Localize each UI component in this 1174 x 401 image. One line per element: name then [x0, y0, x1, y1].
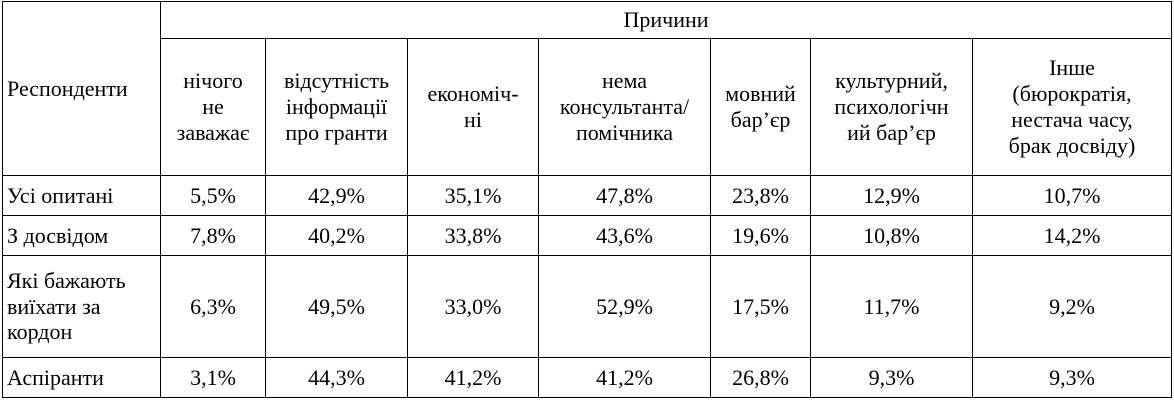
row-label: Які бажають виїхати за кордон: [2, 255, 161, 358]
cell: 3,1%: [160, 357, 266, 398]
data-row: Аспіранти 3,1% 44,3% 41,2% 41,2% 26,8% 9,3% 9,3…: [2, 357, 1173, 398]
cell: 44,3%: [265, 357, 408, 398]
column-header: нічого не заважає: [160, 38, 266, 176]
cell: 35,1%: [407, 175, 539, 216]
column-header: культурний, психологічн ий бар’єр: [810, 38, 973, 176]
cell: 23,8%: [710, 175, 811, 216]
row-label: Усі опитані: [2, 175, 161, 216]
cell: 10,8%: [810, 215, 973, 256]
cell: 9,2%: [971, 255, 1173, 358]
cell: 14,2%: [971, 215, 1173, 256]
cell: 52,9%: [538, 255, 711, 358]
cell: 6,3%: [160, 255, 266, 358]
data-row: Усі опитані 5,5% 42,9% 35,1% 47,8% 23,8% 12,9%…: [2, 175, 1173, 216]
column-header: нема консультанта/ помічника: [538, 38, 711, 176]
column-header: відсутність інформації про гранти: [265, 38, 408, 176]
cell: 9,3%: [810, 357, 973, 398]
cell: 42,9%: [265, 175, 408, 216]
cell: 5,5%: [160, 175, 266, 216]
cell: 40,2%: [265, 215, 408, 256]
cell: 12,9%: [810, 175, 973, 216]
header-row: нічого не заважає відсутність інформації …: [3, 38, 1173, 176]
cell: 26,8%: [710, 357, 811, 398]
cell: 10,7%: [971, 175, 1173, 216]
column-header: Інше (бюрократія, нестача часу, брак дос…: [971, 38, 1173, 176]
row-label: Аспіранти: [2, 357, 161, 398]
cell: 9,3%: [971, 357, 1173, 398]
data-row: З досвідом 7,8% 40,2% 33,8% 43,6% 19,6% 10,8% 1…: [2, 215, 1173, 256]
data-row: Які бажають виїхати за кордон 6,3% 49,5% 33…: [2, 255, 1173, 358]
cell: 47,8%: [538, 175, 711, 216]
column-header: мовний бар’єр: [710, 38, 811, 176]
cell: 7,8%: [160, 215, 266, 256]
cell: 49,5%: [265, 255, 408, 358]
cell: 33,8%: [407, 215, 539, 256]
corner-header: Респонденти: [2, 1, 161, 176]
group-header: Причини: [159, 1, 1173, 39]
row-label: З досвідом: [2, 215, 161, 256]
cell: 41,2%: [407, 357, 539, 398]
header-row: Респонденти Причини: [2, 1, 1173, 176]
cell: 11,7%: [810, 255, 973, 358]
cell: 41,2%: [538, 357, 711, 398]
cell: 33,0%: [407, 255, 539, 358]
cell: 19,6%: [710, 215, 811, 256]
cell: 43,6%: [538, 215, 711, 256]
column-header: економіч- ні: [407, 38, 539, 176]
cell: 17,5%: [710, 255, 811, 358]
